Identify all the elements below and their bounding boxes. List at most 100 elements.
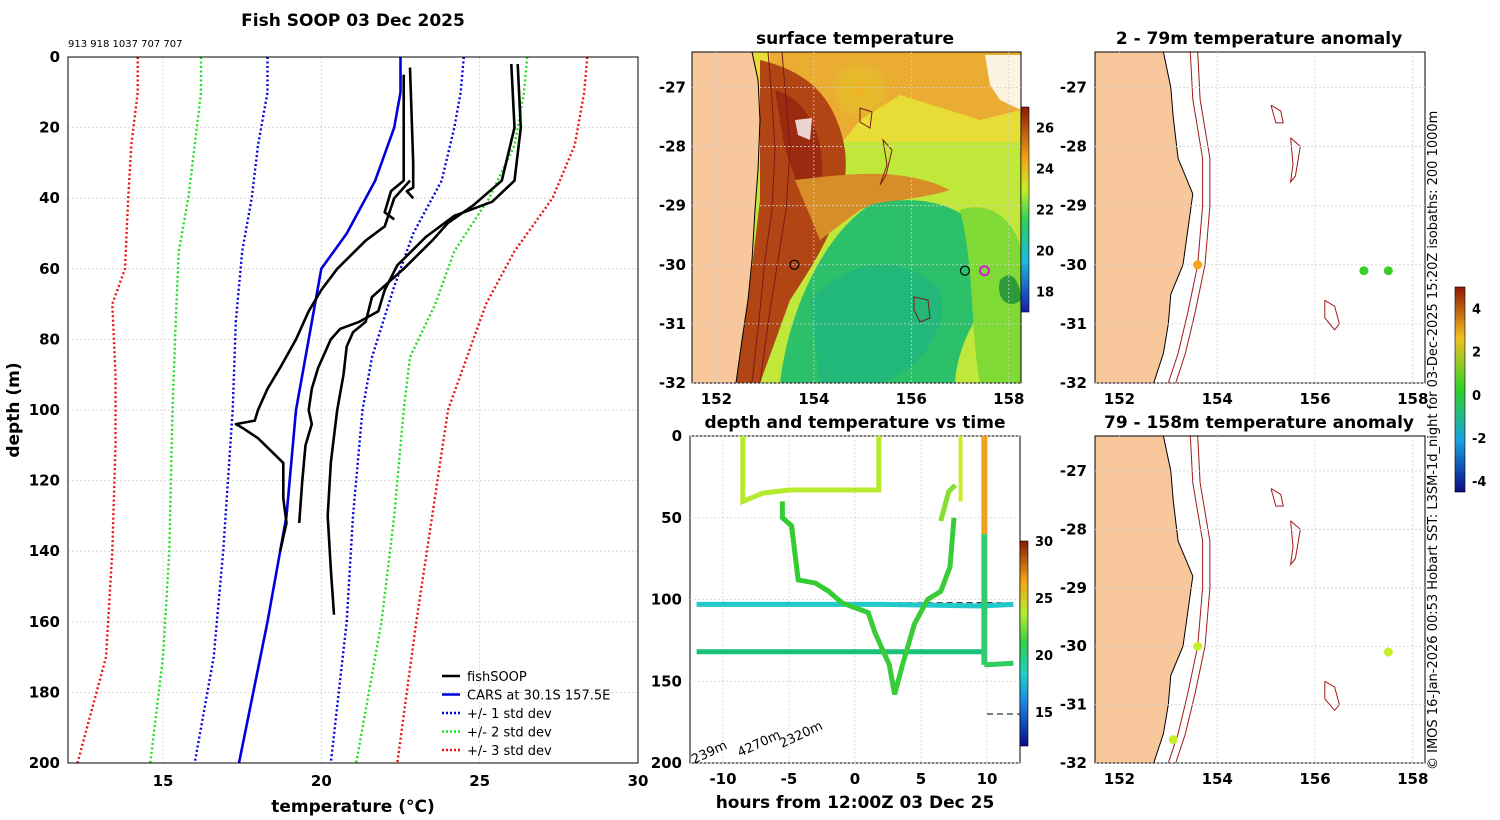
sst-xtick-label: 154: [798, 390, 829, 408]
depth-time-xlabel: hours from 12:00Z 03 Dec 25: [716, 793, 995, 813]
anomaly-deep-xtick-label: 158: [1397, 770, 1428, 788]
depth-time-panel: depth and temperature vs time -10 -5 0 5 100…: [651, 413, 1053, 813]
sst-ytick-label: -29: [659, 197, 686, 215]
fishsoop-profile-line: [234, 179, 411, 552]
temp-colorbar: [1019, 540, 1029, 747]
anomaly-deep-seamount: [1270, 488, 1284, 507]
anomaly-deep-xtick-label: 156: [1299, 770, 1330, 788]
depth-time-ytick-label: 200: [651, 754, 682, 772]
sst-station-marker: [959, 265, 971, 276]
track-flat-cyan: [696, 601, 1014, 609]
sst-map-panel: surface temperature: [659, 29, 1054, 408]
anomaly-deep-panel: 79 - 158m temperature anomaly 152 154 156 1…: [1060, 413, 1429, 788]
anomaly-colorbar-tick: 2: [1472, 346, 1481, 361]
profile-ytick-label: 180: [29, 683, 60, 701]
anomaly-shallow-coastline: [1153, 51, 1194, 384]
anomaly-deep-xtick-label: 154: [1202, 770, 1233, 788]
anomaly-shallow-ytick-label: -28: [1060, 138, 1087, 156]
anomaly-shallow-isobath: [1175, 51, 1211, 384]
profile-title: Fish SOOP 03 Dec 2025: [241, 11, 465, 31]
std3-upper-line: [396, 57, 589, 763]
anomaly-deep-ytick-label: -27: [1060, 462, 1087, 480]
legend-entry: fishSOOP: [467, 670, 527, 685]
legend-entry: CARS at 30.1S 157.5E: [467, 689, 610, 704]
anomaly-shallow-anomaly-point: [1359, 266, 1369, 276]
profile-ytick-label: 80: [39, 330, 60, 348]
anomaly-deep-isobath: [1167, 435, 1204, 764]
anomaly-deep-anomaly-point: [1383, 647, 1393, 657]
sst-ytick-label: -28: [659, 138, 686, 156]
sst-colorbar-tick: 24: [1036, 163, 1054, 178]
sst-colorbar-tick: 18: [1036, 286, 1054, 301]
sst-colorbar-tick: 26: [1036, 122, 1054, 137]
anomaly-shallow-isobath: [1167, 51, 1204, 384]
sst-xtick-label: 158: [993, 390, 1024, 408]
anomaly-shallow-anomaly-point: [1383, 266, 1393, 276]
temp-colorbar-tick: 25: [1035, 592, 1053, 607]
sst-colorbar: [1020, 106, 1030, 313]
anomaly-shallow-seamount: [1270, 104, 1284, 124]
sst-ytick-label: -32: [659, 374, 686, 392]
anomaly-colorbar-tick: -4: [1472, 475, 1486, 490]
anomaly-deep-seamount: [1289, 520, 1301, 567]
anomaly-deep-ytick-label: -28: [1060, 520, 1087, 538]
profile-ytick-label: 60: [39, 260, 60, 278]
depth-time-title: depth and temperature vs time: [705, 413, 1006, 433]
temp-colorbar-tick: 20: [1035, 649, 1053, 664]
anomaly-shallow-xtick-label: 156: [1299, 390, 1330, 408]
profile-ylabel: depth (m): [4, 362, 24, 457]
track-bottom-green: [984, 660, 1014, 668]
sst-xtick-label: 152: [701, 390, 732, 408]
profile-ytick-label: 160: [29, 613, 60, 631]
side-credit: © IMOS 16-Jan-2026 00:53 Hobart SST: L3S…: [1426, 111, 1441, 770]
track-upper-segment: [740, 436, 882, 506]
sst-title: surface temperature: [756, 29, 954, 49]
profile-xtick-label: 15: [153, 772, 174, 790]
profile-legend: fishSOOP CARS at 30.1S 157.5E +/- 1 std de…: [442, 670, 610, 759]
anomaly-shallow-ytick-label: -30: [1060, 256, 1087, 274]
depth-time-ytick-label: 0: [672, 427, 682, 445]
std3-lower-line: [76, 57, 139, 763]
anomaly-deep-ytick-label: -32: [1060, 754, 1087, 772]
cars-mean-line: [237, 57, 402, 763]
profile-ytick-label: 100: [29, 401, 60, 419]
sst-colorbar-tick: 20: [1036, 245, 1054, 260]
profile-ytick-label: 40: [39, 189, 60, 207]
profile-axes-box: [67, 56, 639, 764]
depth-time-xtick-label: 10: [977, 770, 998, 788]
anomaly-shallow-ytick-label: -32: [1060, 374, 1087, 392]
anomaly-deep-ytick-label: -31: [1060, 696, 1087, 714]
anomaly-deep-anomaly-point: [1168, 735, 1178, 745]
anomaly-shallow-ytick-label: -29: [1060, 197, 1087, 215]
legend-entry: +/- 1 std dev: [467, 707, 552, 722]
depth-time-xtick-label: -5: [781, 770, 798, 788]
anomaly-deep-xtick-label: 152: [1104, 770, 1135, 788]
std1-upper-line: [329, 57, 465, 763]
anomaly-shallow-panel: 2 - 79m temperature anomaly 152 154 156 158…: [1060, 29, 1429, 408]
profile-panel: Fish SOOP 03 Dec 2025 913 918 1037 707 7…: [4, 11, 648, 817]
profile-ytick-label: 120: [29, 472, 60, 490]
anomaly-deep-coastline: [1153, 435, 1194, 764]
anomaly-shallow-seamount: [1324, 299, 1340, 331]
legend-entry: +/- 3 std dev: [467, 744, 552, 759]
track-descent-segment: [779, 501, 844, 605]
depth-time-ytick-label: 50: [661, 509, 682, 527]
anomaly-deep-isobath: [1175, 435, 1211, 764]
anomaly-shallow-xtick-label: 154: [1202, 390, 1233, 408]
anomaly-deep-ytick-label: -29: [1060, 579, 1087, 597]
anomaly-deep-seamount: [1324, 680, 1340, 712]
track-dive-segment: [840, 517, 957, 695]
profile-xtick-label: 25: [469, 772, 490, 790]
profile-ytick-label: 200: [29, 754, 60, 772]
anomaly-shallow-xtick-label: 158: [1397, 390, 1428, 408]
anomaly-shallow-title: 2 - 79m temperature anomaly: [1116, 29, 1402, 49]
sst-land: [692, 52, 760, 383]
anomaly-shallow-seamount: [1289, 137, 1301, 184]
anomaly-shallow-anomaly-point: [1193, 260, 1203, 270]
sst-colorbar-tick: 22: [1036, 204, 1054, 219]
std2-lower-line: [149, 57, 203, 763]
anomaly-deep-ytick-label: -30: [1060, 637, 1087, 655]
anomaly-shallow-xtick-label: 152: [1104, 390, 1135, 408]
sst-station-marker: [978, 265, 990, 277]
